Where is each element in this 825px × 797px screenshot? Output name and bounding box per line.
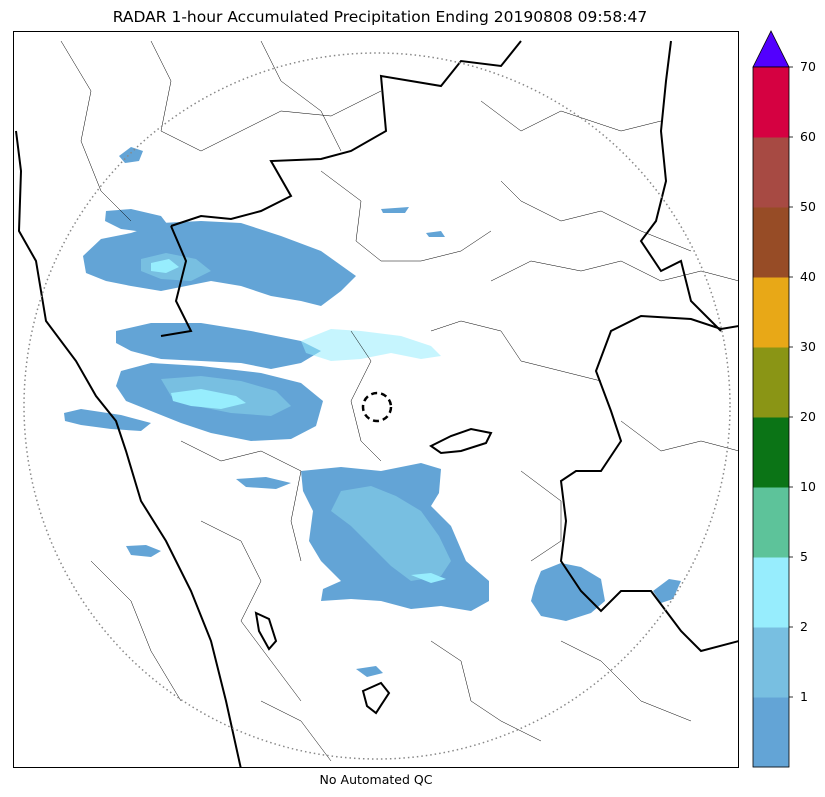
- colorbar-tick-label: 70: [800, 59, 816, 74]
- state-boundaries: [15, 40, 738, 767]
- colorbar-tick-label: 5: [800, 549, 808, 564]
- chart-title: RADAR 1-hour Accumulated Precipitation E…: [112, 8, 648, 26]
- colorbar-band: [753, 557, 789, 628]
- colorbar-band: [753, 277, 789, 348]
- echo-middle: [116, 323, 321, 369]
- echo-scatter-5: [426, 231, 445, 237]
- colorbar-band: [753, 487, 789, 558]
- colorbar-band: [753, 627, 789, 698]
- colorbar-tick-label: 20: [800, 409, 816, 424]
- echo-lower-core2: [171, 389, 246, 409]
- precipitation-echoes: [64, 147, 681, 677]
- colorbar-tick-label: 1: [800, 689, 808, 704]
- colorbar-band: [753, 67, 789, 138]
- colorbar-tick-label: 50: [800, 199, 816, 214]
- colorbar-band: [753, 417, 789, 488]
- colorbar-tick-label: 40: [800, 269, 816, 284]
- colorbar-tick-label: 2: [800, 619, 808, 634]
- radar-range-ring: [23, 52, 731, 760]
- colorbar-tick-label: 60: [800, 129, 816, 144]
- colorbar-graphic: [752, 30, 793, 768]
- colorbar-tick-label: 10: [800, 479, 816, 494]
- echo-north-core2: [151, 259, 179, 273]
- district-boundaries: [60, 40, 738, 762]
- echo-scatter-3: [126, 545, 161, 557]
- colorbar: [752, 30, 794, 770]
- colorbar-band: [753, 137, 789, 208]
- radar-map[interactable]: [13, 31, 739, 768]
- colorbar-tick-label: 30: [800, 339, 816, 354]
- echo-west-strip: [64, 409, 151, 431]
- echo-south-core2: [411, 573, 446, 583]
- echo-scatter-1: [119, 147, 143, 163]
- colorbar-band: [753, 207, 789, 278]
- colorbar-band: [753, 697, 789, 768]
- echo-south-core: [331, 486, 451, 581]
- echo-scatter-7: [301, 329, 441, 361]
- radar-site-marker: [361, 391, 393, 423]
- echo-north-top: [105, 209, 171, 233]
- echo-southeast: [531, 563, 605, 621]
- colorbar-extend-triangle: [752, 30, 790, 68]
- echo-southeast-2: [653, 579, 681, 603]
- echo-scatter-2: [236, 477, 291, 489]
- colorbar-band: [753, 347, 789, 418]
- map-canvas: [15, 40, 738, 767]
- echo-scatter-4: [381, 207, 409, 213]
- echo-north: [83, 221, 356, 306]
- qc-note: No Automated QC: [319, 772, 433, 787]
- echo-scatter-6: [356, 666, 383, 677]
